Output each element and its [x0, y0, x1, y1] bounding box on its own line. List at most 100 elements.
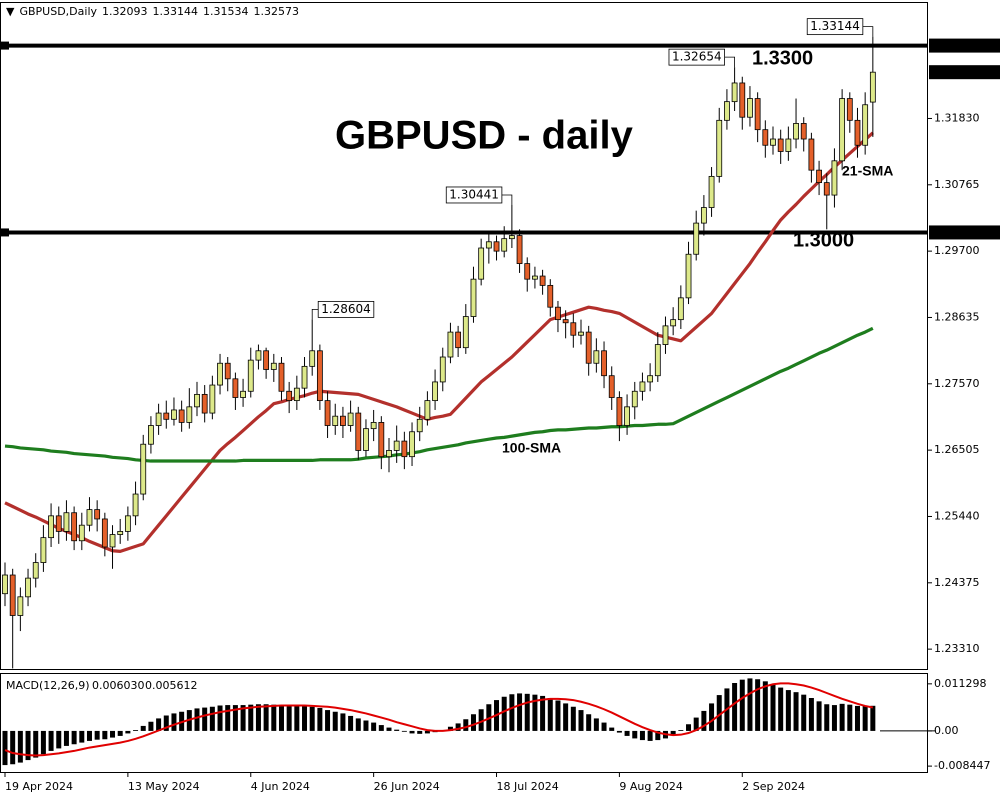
candle-body — [831, 160, 838, 196]
candle-body — [854, 119, 861, 146]
callout-connector — [724, 56, 735, 68]
macd-bar — [40, 730, 46, 755]
level-marker — [1, 228, 9, 237]
macd-bar — [302, 706, 308, 731]
candle-body — [86, 509, 93, 526]
candle-body — [455, 331, 462, 349]
macd-bar — [2, 730, 8, 766]
candle-body — [478, 247, 485, 280]
macd-bar — [593, 718, 599, 731]
macd-bar — [647, 730, 653, 741]
macd-bar — [25, 730, 31, 761]
candle-body — [724, 101, 730, 121]
candle-body — [685, 253, 692, 299]
candle-body — [263, 350, 270, 370]
macd-bar — [148, 721, 154, 731]
y-tick-label: 1.29700 — [934, 244, 980, 257]
macd-bar — [816, 701, 822, 731]
candle-body — [862, 104, 869, 146]
candle-body — [631, 390, 638, 408]
macd-bar — [309, 706, 315, 731]
candle-body — [301, 365, 308, 389]
candle-body — [148, 425, 154, 445]
macd-bar — [455, 723, 461, 731]
candle-body — [793, 123, 799, 140]
macd-bar — [847, 704, 853, 731]
candle-body — [355, 412, 362, 451]
candle-body — [731, 82, 738, 103]
y-tick-label: 1.26505 — [934, 443, 980, 456]
macd-bar — [739, 679, 745, 731]
candle-body — [332, 415, 339, 426]
macd-bar — [808, 698, 814, 731]
candle-body — [48, 515, 54, 539]
macd-bar — [33, 730, 39, 758]
high-callout: 1.32654 — [672, 50, 722, 64]
price-box — [929, 65, 1000, 80]
candle-body — [624, 406, 630, 426]
candle-body — [562, 319, 569, 324]
macd-bar — [755, 679, 761, 731]
macd-bar — [117, 730, 123, 736]
macd-bar — [478, 709, 484, 731]
x-tick-label: 19 Apr 2024 — [5, 780, 73, 793]
macd-tick-label: -0.008447 — [934, 759, 990, 772]
price-label: 1.32573 — [934, 65, 980, 78]
macd-bar — [447, 726, 453, 731]
candle-body — [447, 331, 454, 358]
candle-body — [255, 350, 262, 361]
level-axis-label: 1.30000 — [934, 225, 980, 238]
macd-bar — [670, 730, 676, 736]
macd-bar — [202, 707, 208, 731]
macd-bar — [686, 724, 692, 731]
candle-body — [777, 138, 784, 152]
macd-bar — [240, 705, 246, 731]
macd-bar — [94, 730, 100, 740]
macd-bar — [133, 730, 139, 731]
candle-body — [224, 362, 231, 380]
candle-body — [578, 331, 584, 336]
callout-connector — [862, 26, 874, 37]
last-open: 1.32093 — [102, 5, 148, 18]
macd-bar — [332, 711, 338, 731]
y-tick-label: 1.27570 — [934, 377, 980, 390]
macd-bar — [248, 704, 254, 731]
macd-bar — [732, 683, 738, 731]
header: ▼ GBPUSD,Daily 1.32093 1.33144 1.31534 1.3257… — [6, 5, 304, 19]
candle-body — [101, 518, 108, 548]
candle-body — [178, 409, 185, 423]
candle-body — [378, 422, 385, 458]
candle-body — [347, 412, 354, 426]
candle-body — [816, 169, 822, 184]
candle-body — [785, 138, 792, 152]
macd-bar — [225, 705, 231, 731]
candle-body — [217, 362, 223, 386]
candle-body — [232, 378, 239, 398]
candle-body — [839, 98, 846, 162]
macd-bar — [655, 730, 661, 741]
macd-bar — [793, 692, 799, 731]
candle-body — [17, 596, 24, 616]
candle-body — [593, 350, 600, 364]
candle-body — [2, 574, 8, 595]
candle-body — [716, 119, 723, 177]
high-callout: 1.33144 — [810, 19, 860, 33]
candle-body — [286, 390, 293, 402]
macd-bar — [378, 725, 384, 731]
candle-body — [501, 238, 508, 252]
candle-body — [601, 350, 607, 377]
macd-bar — [578, 710, 584, 731]
macd-bar — [639, 730, 645, 741]
overlay-label: 100-SMA — [502, 440, 561, 456]
macd-bar — [632, 730, 638, 739]
high-callout: 1.30441 — [449, 187, 499, 201]
macd-bar — [824, 704, 830, 731]
candle-body — [278, 362, 285, 392]
macd-tick-label: 0.00 — [934, 724, 959, 737]
macd-bar — [355, 718, 361, 731]
candle-body — [570, 322, 577, 336]
y-tick-label: 1.24375 — [934, 576, 980, 589]
macd-bar — [194, 708, 200, 731]
candle-body — [124, 515, 131, 532]
macd-bar — [709, 703, 715, 731]
